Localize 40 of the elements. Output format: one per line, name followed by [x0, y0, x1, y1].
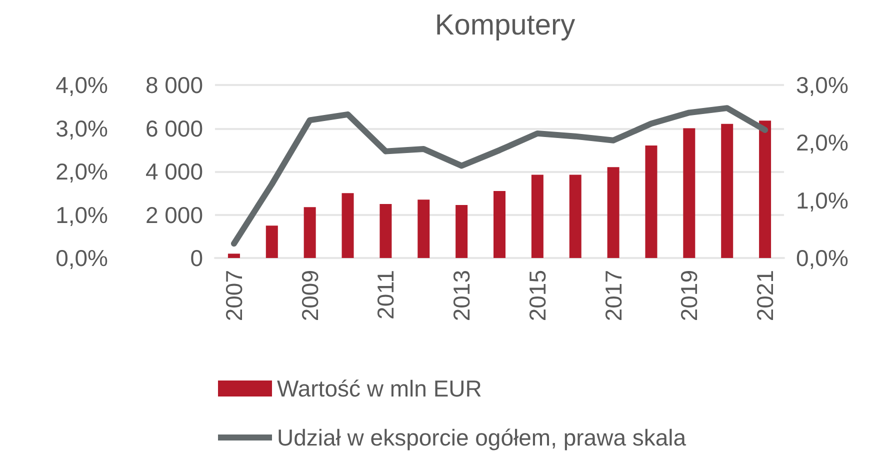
- bar: [456, 205, 468, 258]
- legend-label: Udział w eksporcie ogółem, prawa skala: [277, 424, 686, 450]
- x-tick-label: 2007: [220, 270, 247, 322]
- x-tick-label: 2021: [752, 270, 778, 322]
- bar: [759, 120, 772, 258]
- y2-tick-label: 3,0%: [796, 72, 848, 98]
- bar: [683, 128, 696, 258]
- y3-tick-label: 0,0%: [56, 245, 108, 271]
- y2-tick-label: 2,0%: [796, 130, 848, 156]
- bar: [342, 193, 354, 258]
- y3-tick-label: 3,0%: [56, 115, 108, 142]
- bar: [494, 190, 506, 258]
- y3-tick-label: 2,0%: [56, 158, 108, 184]
- bar: [721, 124, 734, 258]
- bar: [531, 174, 544, 258]
- x-tick-label: 2011: [372, 270, 399, 320]
- x-tick-label: 2017: [600, 270, 626, 322]
- y-tick-label: 0: [190, 245, 203, 271]
- bar: [569, 174, 582, 258]
- legend-label: Wartość w mln EUR: [277, 376, 482, 402]
- y-tick-label: 8 000: [145, 72, 203, 98]
- y-tick-label: 2 000: [145, 202, 203, 228]
- chart-title: Komputery: [434, 10, 576, 42]
- y3-tick-label: 1,0%: [56, 202, 108, 228]
- y-tick-label: 4 000: [145, 158, 203, 184]
- x-tick-label: 2009: [296, 270, 323, 322]
- bar: [645, 146, 658, 258]
- x-tick-label: 2015: [524, 270, 550, 322]
- x-tick-label: 2013: [448, 270, 475, 322]
- y3-tick-label: 4,0%: [56, 72, 108, 98]
- bar: [304, 207, 316, 258]
- y-tick-label: 6 000: [145, 115, 203, 142]
- bar: [607, 167, 620, 258]
- y2-tick-label: 1,0%: [796, 187, 848, 214]
- bar: [228, 254, 240, 258]
- bar: [418, 200, 430, 258]
- bar: [380, 204, 392, 258]
- x-tick-label: 2019: [676, 270, 702, 322]
- y2-tick-label: 0,0%: [796, 245, 848, 271]
- bar: [266, 226, 278, 258]
